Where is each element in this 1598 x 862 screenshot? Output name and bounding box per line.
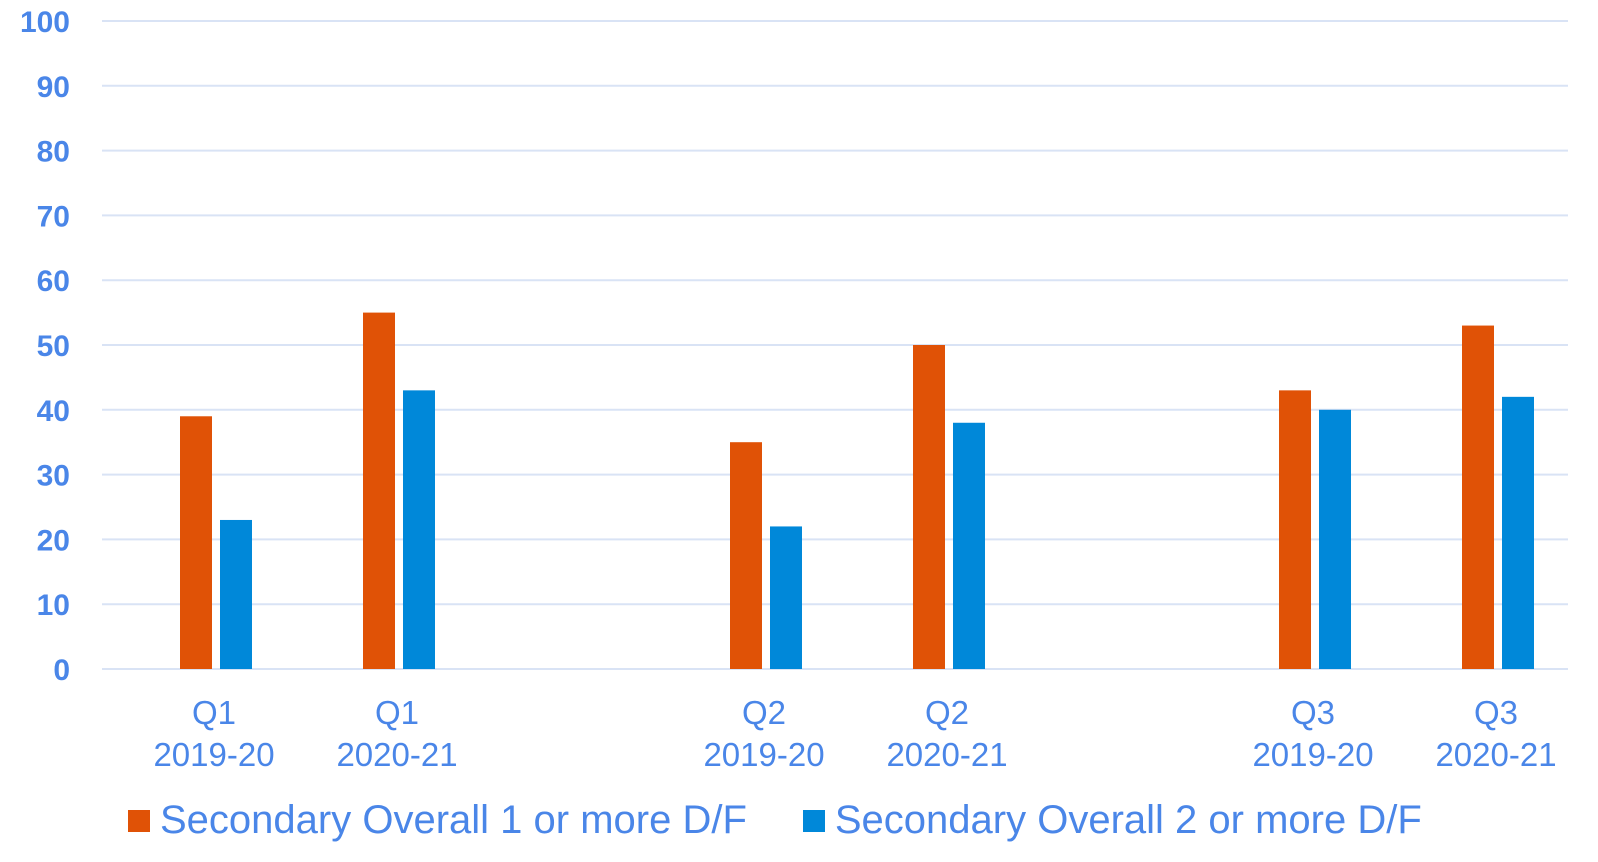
bars xyxy=(180,312,1534,669)
x-tick-label: 2019-20 xyxy=(1252,736,1373,773)
legend-label-series-1: Secondary Overall 1 or more D/F xyxy=(160,798,747,842)
bar-series-1-2 xyxy=(730,442,762,669)
legend-swatch-series-1 xyxy=(128,809,150,832)
y-tick-label: 50 xyxy=(37,330,70,363)
bar-series-2-4 xyxy=(1319,409,1351,669)
y-tick-label: 90 xyxy=(37,71,70,104)
bar-series-2-2 xyxy=(770,526,802,669)
bar-series-2-3 xyxy=(953,422,985,669)
bar-series-1-3 xyxy=(913,345,945,669)
y-tick-label: 70 xyxy=(37,200,70,233)
legend-item-series-1: Secondary Overall 1 or more D/F xyxy=(128,798,747,843)
y-tick-label: 60 xyxy=(37,265,70,298)
legend: Secondary Overall 1 or more D/F Secondar… xyxy=(128,798,1478,843)
gridlines xyxy=(102,20,1568,670)
y-tick-label: 80 xyxy=(37,136,70,169)
x-tick-label: Q2 xyxy=(925,694,969,731)
legend-swatch-series-2 xyxy=(802,809,825,832)
bar-series-1-4 xyxy=(1279,390,1311,669)
bar-series-2-5 xyxy=(1502,396,1534,669)
x-tick-label: 2019-20 xyxy=(703,736,824,773)
bar-series-2-1 xyxy=(403,390,435,669)
y-tick-label: 20 xyxy=(37,524,70,557)
bar-series-2-0 xyxy=(220,519,252,669)
x-tick-label: Q1 xyxy=(192,694,236,731)
x-tick-label: Q3 xyxy=(1291,694,1335,731)
bar-series-1-0 xyxy=(180,416,212,669)
legend-item-series-2: Secondary Overall 2 or more D/F xyxy=(802,798,1422,843)
y-tick-label: 0 xyxy=(53,654,70,687)
y-tick-label: 10 xyxy=(37,589,70,622)
y-axis-ticks: 0 10 20 30 40 50 60 70 80 90 100 xyxy=(20,6,70,687)
x-tick-label: Q3 xyxy=(1474,694,1518,731)
x-tick-label: 2020-21 xyxy=(1435,736,1556,773)
y-tick-label: 30 xyxy=(37,460,70,493)
x-tick-label: Q2 xyxy=(742,694,786,731)
y-tick-label: 40 xyxy=(37,395,70,428)
bar-series-1-1 xyxy=(363,312,395,669)
x-tick-label: 2019-20 xyxy=(153,736,274,773)
x-axis-ticks: Q1 2019-20 Q1 2020-21 Q2 2019-20 Q2 2020-21 Q3 20… xyxy=(153,694,1556,773)
legend-label-series-2: Secondary Overall 2 or more D/F xyxy=(834,798,1422,842)
x-tick-label: Q1 xyxy=(375,694,419,731)
x-tick-label: 2020-21 xyxy=(336,736,457,773)
bar-series-1-5 xyxy=(1462,325,1494,669)
x-tick-label: 2020-21 xyxy=(886,736,1007,773)
y-tick-label: 100 xyxy=(20,6,70,39)
